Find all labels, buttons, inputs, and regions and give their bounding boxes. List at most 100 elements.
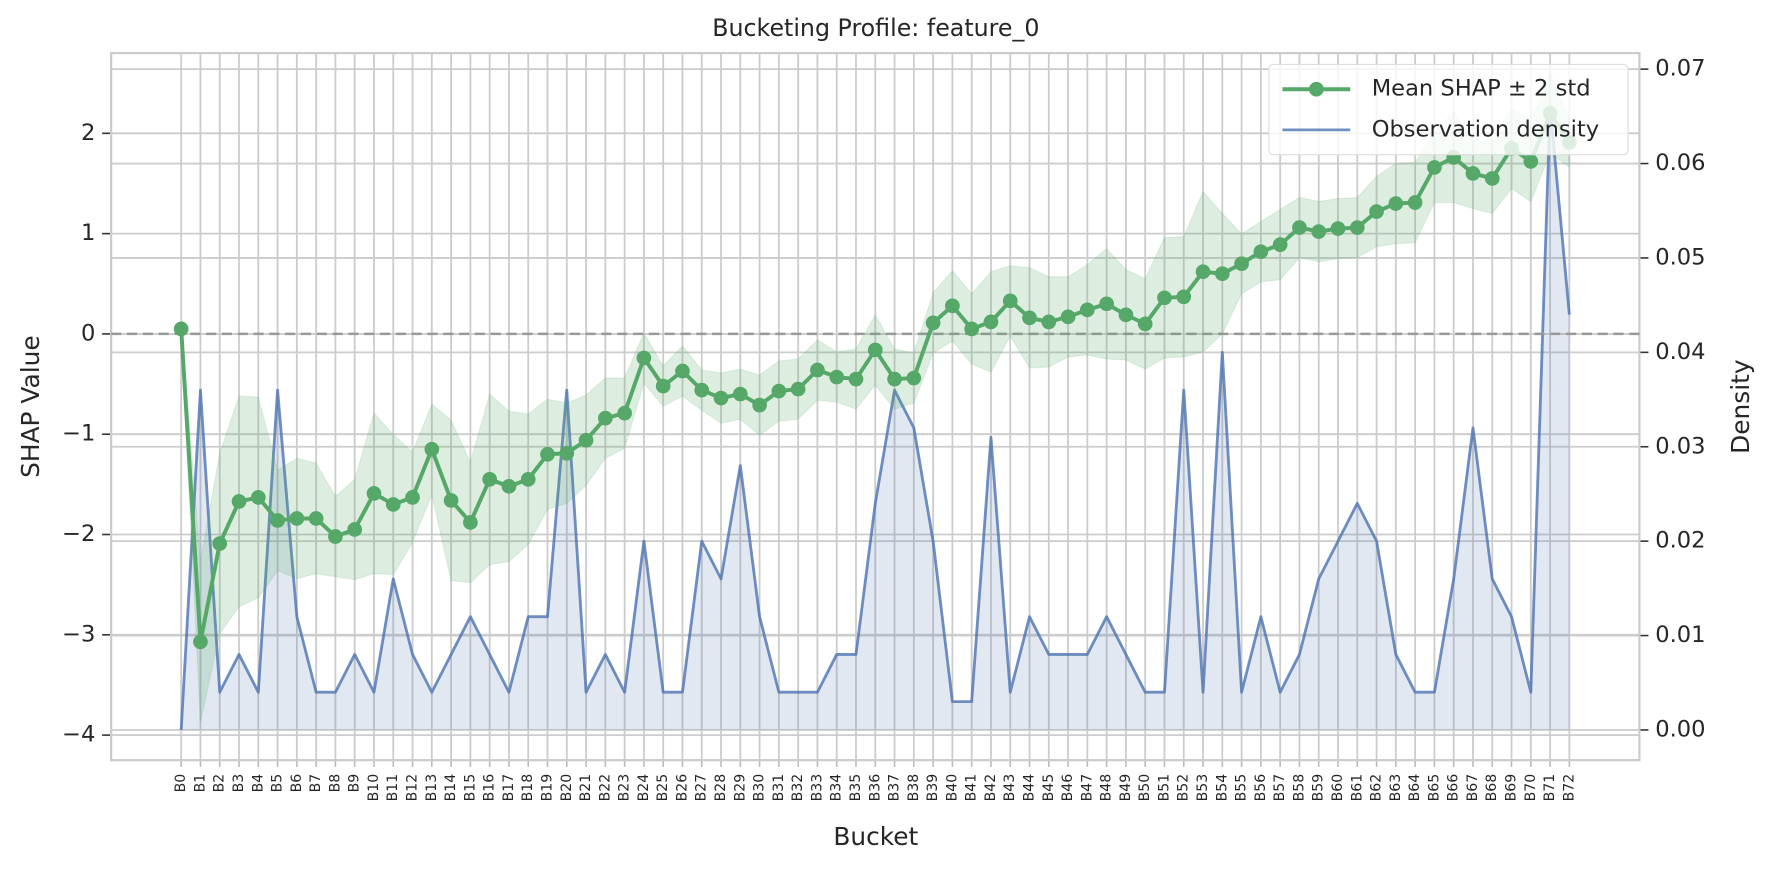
x-tick-label: B49 bbox=[1118, 774, 1134, 802]
x-tick-label: B71 bbox=[1542, 774, 1558, 802]
x-tick-label: B70 bbox=[1523, 774, 1539, 802]
x-tick-label: B41 bbox=[964, 774, 980, 802]
mean-marker bbox=[385, 497, 401, 512]
mean-marker bbox=[1523, 154, 1539, 169]
mean-marker bbox=[713, 390, 729, 406]
x-tick-label: B17 bbox=[501, 774, 517, 802]
x-tick-label: B12 bbox=[405, 774, 421, 802]
density-area bbox=[181, 106, 1570, 730]
x-tick-label: B48 bbox=[1099, 774, 1115, 802]
mean-marker bbox=[1002, 293, 1018, 309]
x-tick-label: B11 bbox=[385, 774, 401, 802]
mean-marker bbox=[1060, 309, 1076, 325]
mean-marker bbox=[578, 432, 594, 448]
x-tick-label: B15 bbox=[462, 774, 478, 802]
x-tick-label: B52 bbox=[1176, 774, 1192, 802]
mean-marker bbox=[1407, 195, 1423, 210]
x-tick-label: B0 bbox=[173, 774, 189, 793]
mean-marker bbox=[810, 362, 825, 378]
mean-marker bbox=[752, 397, 767, 413]
x-tick-label: B30 bbox=[752, 774, 768, 802]
mean-marker bbox=[1272, 237, 1288, 252]
y-tick-label: −3 bbox=[62, 621, 95, 647]
mean-marker bbox=[771, 383, 787, 399]
x-tick-label: B56 bbox=[1253, 774, 1269, 802]
mean-marker bbox=[405, 490, 420, 505]
y2-tick-label: 0.07 bbox=[1655, 56, 1705, 82]
legend: Mean SHAP ± 2 std Observation density bbox=[1268, 63, 1629, 156]
mean-marker bbox=[655, 378, 671, 394]
x-tick-label: B69 bbox=[1504, 774, 1520, 802]
x-tick-label: B72 bbox=[1561, 774, 1577, 802]
y-tick-label: −2 bbox=[62, 521, 95, 547]
x-tick-label: B57 bbox=[1272, 774, 1288, 802]
x-tick-label: B19 bbox=[540, 774, 556, 802]
mean-marker bbox=[1484, 171, 1500, 186]
y-tick-label: 0 bbox=[81, 320, 95, 346]
mean-marker bbox=[636, 350, 652, 366]
mean-marker bbox=[520, 472, 536, 487]
x-tick-label: B45 bbox=[1041, 774, 1057, 802]
x-tick-label: B21 bbox=[578, 774, 594, 802]
x-tick-label: B10 bbox=[366, 774, 382, 802]
mean-marker bbox=[482, 472, 498, 487]
mean-marker bbox=[1099, 296, 1114, 312]
x-tick-label: B60 bbox=[1330, 774, 1346, 802]
mean-marker bbox=[250, 490, 266, 505]
x-axis-label: Bucket bbox=[833, 822, 918, 851]
mean-marker bbox=[289, 511, 305, 526]
x-tick-label: B24 bbox=[636, 774, 652, 802]
mean-marker bbox=[173, 321, 189, 337]
density-line bbox=[179, 105, 1571, 731]
x-tick-label: B64 bbox=[1407, 774, 1423, 802]
mean-marker bbox=[1118, 307, 1134, 323]
mean-marker bbox=[964, 321, 980, 337]
y2-tick-label: 0.01 bbox=[1655, 622, 1705, 648]
y2-tick-label: 0.06 bbox=[1655, 150, 1705, 176]
mean-marker bbox=[501, 479, 517, 494]
x-tick-label: B39 bbox=[925, 774, 941, 802]
x-tick-label: B13 bbox=[424, 774, 440, 802]
y-axis-label: SHAP Value bbox=[16, 335, 45, 477]
x-tick-label: B51 bbox=[1156, 774, 1172, 802]
legend-label: Observation density bbox=[1372, 116, 1599, 142]
x-tick-label: B55 bbox=[1234, 774, 1250, 802]
mean-marker bbox=[983, 314, 999, 330]
chart-title: Bucketing Profile: feature_0 bbox=[712, 14, 1039, 42]
x-tick-label: B66 bbox=[1446, 774, 1462, 802]
y2-tick-label: 0.05 bbox=[1655, 244, 1705, 270]
x-tick-label: B59 bbox=[1311, 774, 1327, 802]
mean-marker bbox=[1465, 166, 1481, 181]
x-tick-label: B38 bbox=[906, 774, 922, 802]
x-tick-label: B22 bbox=[597, 774, 613, 802]
mean-marker bbox=[1176, 289, 1192, 305]
mean-marker bbox=[1292, 220, 1307, 235]
y-tick-label: 2 bbox=[81, 120, 95, 146]
x-tick-label: B18 bbox=[520, 774, 536, 802]
mean-marker bbox=[1157, 290, 1172, 306]
mean-marker bbox=[1080, 302, 1095, 318]
mean-marker bbox=[193, 634, 208, 650]
mean-marker bbox=[212, 536, 228, 551]
x-tick-label: B40 bbox=[944, 774, 960, 802]
mean-marker bbox=[1234, 256, 1249, 272]
x-tick-label: B25 bbox=[655, 774, 671, 802]
mean-marker bbox=[848, 371, 864, 387]
x-tick-label: B62 bbox=[1369, 774, 1385, 802]
x-tick-label: B43 bbox=[1002, 774, 1018, 802]
mean-marker bbox=[1369, 204, 1384, 219]
mean-marker bbox=[366, 486, 382, 501]
mean-marker bbox=[887, 371, 902, 387]
mean-marker bbox=[694, 382, 710, 398]
x-tick-label: B42 bbox=[983, 774, 999, 802]
x-tick-label: B20 bbox=[559, 774, 575, 802]
x-tick-label: B61 bbox=[1349, 774, 1365, 802]
y2-tick-label: 0.02 bbox=[1655, 528, 1705, 554]
x-tick-label: B35 bbox=[848, 774, 864, 802]
legend-box bbox=[1268, 63, 1629, 156]
x-tick-label: B9 bbox=[347, 774, 363, 793]
x-tick-label: B65 bbox=[1426, 774, 1442, 802]
mean-marker bbox=[1041, 314, 1057, 330]
mean-marker bbox=[1253, 244, 1269, 260]
